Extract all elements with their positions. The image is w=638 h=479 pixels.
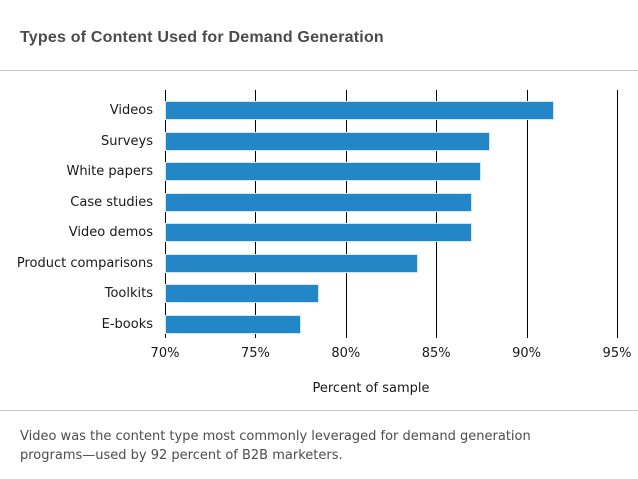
chart-title: Types of Content Used for Demand Generat…: [20, 29, 384, 46]
chart-caption: Video was the content type most commonly…: [20, 429, 531, 463]
gridline-90pct: [526, 90, 528, 338]
bar-video-demos: [165, 223, 473, 242]
category-label-case-studies: Case studies: [70, 194, 153, 210]
bar-toolkits: [165, 284, 319, 303]
bar-chart: Videos Surveys White papers Case studies Vid…: [0, 71, 638, 411]
x-tick-label: 80%: [331, 346, 361, 361]
x-tick-label: 95%: [602, 346, 632, 361]
gridline-80pct: [345, 90, 347, 338]
x-tick-label: 75%: [240, 346, 270, 361]
category-label-e-books: E-books: [101, 316, 153, 332]
gridline-75pct: [255, 90, 257, 338]
gridline-85pct: [436, 90, 438, 338]
gridline-95pct: [617, 90, 618, 338]
category-label-videos: Videos: [109, 103, 153, 118]
plot-area: [165, 90, 618, 338]
category-label-toolkits: Toolkits: [104, 286, 153, 301]
x-tick-label: 90%: [512, 346, 542, 361]
bar-product-comparisons: [165, 253, 419, 273]
bar-surveys: [165, 131, 491, 151]
x-axis-title: Percent of sample: [312, 381, 430, 396]
category-label-white-papers: White papers: [66, 164, 153, 179]
category-label-product-comparisons: Product comparisons: [16, 255, 153, 271]
bar-e-books: [165, 314, 301, 334]
category-label-video-demos: Video demos: [68, 225, 153, 240]
bar-case-studies: [165, 192, 473, 212]
gridline-70pct: [165, 90, 166, 338]
x-tick-label: 85%: [421, 346, 451, 361]
bar-videos: [165, 101, 554, 120]
bar-white-papers: [165, 162, 482, 181]
figure-header: Types of Content Used for Demand Generat…: [0, 0, 638, 71]
x-tick-label: 70%: [150, 346, 180, 361]
category-label-surveys: Surveys: [101, 133, 153, 149]
